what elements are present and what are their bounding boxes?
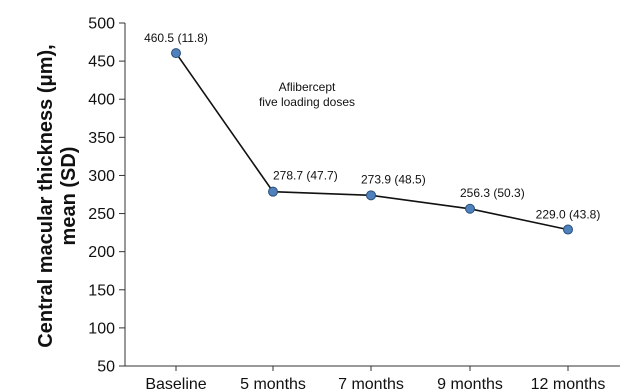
- y-tick-label: 50: [97, 359, 115, 376]
- y-tick-label: 100: [88, 320, 115, 337]
- y-tick-label: 350: [88, 130, 115, 147]
- data-point: [172, 49, 181, 58]
- series: [172, 49, 573, 234]
- y-tick-label: 400: [88, 92, 115, 109]
- data-point: [564, 225, 573, 234]
- x-ticks: Baseline 5 months 7 months 9 months 12 month…: [145, 366, 605, 392]
- x-tick-label: Baseline: [145, 376, 206, 392]
- data-label: 256.3 (50.3): [460, 186, 525, 200]
- y-tick-label: 250: [88, 206, 115, 223]
- data-point: [367, 191, 376, 200]
- annotation-line-2: five loading doses: [259, 95, 355, 109]
- data-point: [269, 187, 278, 196]
- y-axis-label: Central macular thickness (μm), mean (SD…: [35, 44, 80, 347]
- y-tick-label: 200: [88, 244, 115, 261]
- y-axis-label-line-2: mean (SD): [58, 147, 80, 246]
- y-tick-label: 500: [88, 16, 115, 33]
- x-tick-label: 7 months: [338, 376, 404, 392]
- x-tick-label: 9 months: [437, 376, 503, 392]
- data-label: 278.7 (47.7): [273, 169, 338, 183]
- data-label: 273.9 (48.5): [361, 172, 426, 186]
- x-tick-label: 5 months: [240, 376, 306, 392]
- series-line: [176, 53, 568, 230]
- y-tick-label: 300: [88, 168, 115, 185]
- y-axis-label-line-1: Central macular thickness (μm),: [35, 44, 57, 347]
- data-label: 460.5 (11.8): [144, 31, 208, 45]
- y-tick-label: 450: [88, 54, 115, 71]
- y-ticks: 50 100 150 200 250 300 350 400 450 500: [88, 16, 125, 376]
- annotation-line-1: Aflibercept: [279, 80, 336, 94]
- x-tick-label: 12 months: [531, 376, 606, 392]
- annotation: Aflibercept five loading doses: [259, 80, 355, 109]
- data-label: 229.0 (43.8): [536, 208, 601, 222]
- y-tick-label: 150: [88, 282, 115, 299]
- data-point: [466, 204, 475, 213]
